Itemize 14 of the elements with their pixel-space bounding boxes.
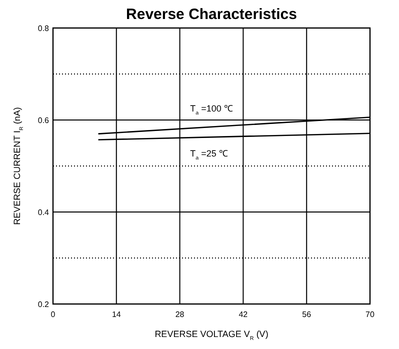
series-label: T$_{a}$=100 ℃ <box>190 104 233 117</box>
chart-title: Reverse Characteristics <box>126 6 297 23</box>
x-tick-label: 70 <box>366 310 375 319</box>
y-tick-label: 0.4 <box>38 208 50 217</box>
x-tick-label: 14 <box>112 310 122 319</box>
x-axis-title: REVERSE VOLTAGE V$_{R}$ (V) <box>154 329 268 342</box>
x-tick-label: 42 <box>238 310 248 319</box>
y-tick-label: 0.8 <box>38 24 50 33</box>
y-tick-label: 0.2 <box>38 300 50 309</box>
x-tick-label: 0 <box>50 310 56 319</box>
series-label: T$_{a}$=25 ℃ <box>190 148 228 162</box>
y-tick-label: 0.6 <box>38 116 50 125</box>
x-tick-label: 56 <box>302 310 312 319</box>
x-tick-label: 28 <box>175 310 185 319</box>
